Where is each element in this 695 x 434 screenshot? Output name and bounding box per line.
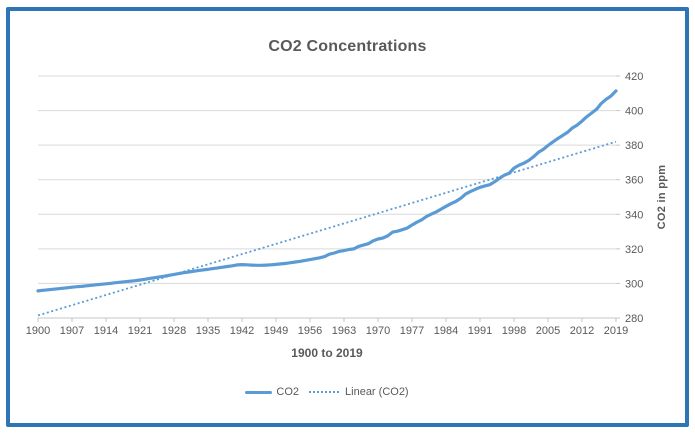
svg-text:1914: 1914: [94, 325, 118, 337]
svg-text:1963: 1963: [332, 325, 356, 337]
svg-text:1900: 1900: [26, 325, 50, 337]
svg-text:400: 400: [625, 106, 643, 118]
svg-text:340: 340: [625, 209, 643, 221]
svg-text:1977: 1977: [400, 325, 424, 337]
svg-text:360: 360: [625, 175, 643, 187]
svg-text:380: 380: [625, 140, 643, 152]
svg-text:1921: 1921: [128, 325, 152, 337]
svg-text:2005: 2005: [536, 325, 560, 337]
svg-text:1956: 1956: [298, 325, 322, 337]
svg-text:1970: 1970: [366, 325, 390, 337]
svg-text:2019: 2019: [604, 325, 628, 337]
svg-text:300: 300: [625, 278, 643, 290]
y-tick-labels: 280 300 320 340 360 380 400 420: [625, 71, 643, 325]
svg-text:1998: 1998: [502, 325, 526, 337]
svg-text:1991: 1991: [468, 325, 492, 337]
svg-text:2012: 2012: [570, 325, 594, 337]
svg-text:420: 420: [625, 71, 643, 83]
svg-text:1984: 1984: [434, 325, 458, 337]
linear-trend-line-icon: [309, 391, 340, 393]
chart-title: CO2 Concentrations: [268, 38, 427, 55]
legend-label-co2: CO2: [276, 386, 300, 398]
svg-text:320: 320: [625, 244, 643, 256]
legend-label-linear: Linear (CO2): [345, 386, 409, 398]
svg-text:1949: 1949: [264, 325, 288, 337]
x-axis: 1900 1907 1914 1921 1928 1935 1942 1949 1956 1963…: [26, 317, 628, 337]
y-axis-title: CO2 in ppm: [656, 164, 668, 230]
legend: CO2 Linear (CO2): [38, 384, 616, 400]
linear-trend-line: [37, 140, 617, 317]
co2-series-line: [36, 89, 618, 293]
svg-text:280: 280: [625, 313, 643, 325]
svg-text:1942: 1942: [230, 325, 254, 337]
svg-text:1935: 1935: [196, 325, 220, 337]
chart-frame: [6, 7, 689, 427]
svg-text:1907: 1907: [60, 325, 84, 337]
x-axis-title: 1900 to 2019: [291, 346, 363, 360]
svg-text:1928: 1928: [162, 325, 186, 337]
co2-series-line-icon: [245, 390, 273, 394]
